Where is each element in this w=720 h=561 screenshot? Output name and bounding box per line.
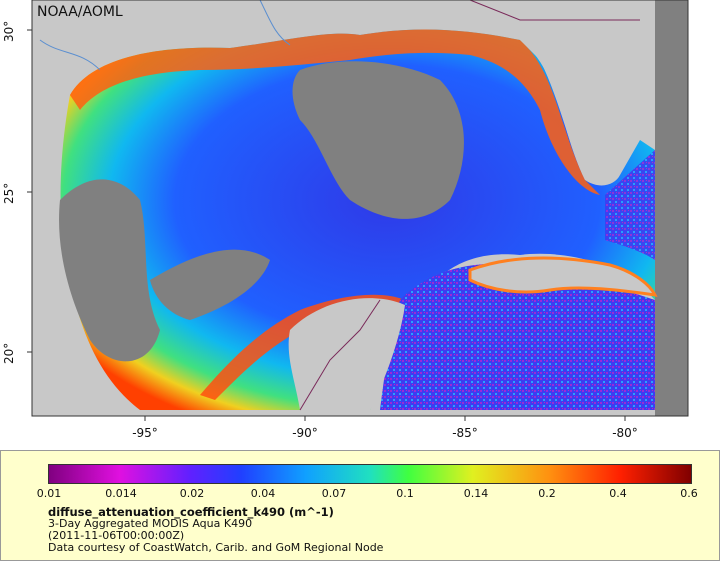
state-border: [469, 0, 640, 21]
data-source: Data courtesy of CoastWatch, Carib. and …: [48, 541, 384, 554]
colorbar-label: 0.14: [463, 487, 489, 500]
atlantic-strip: [605, 150, 655, 260]
variable-name: diffuse_attenuation_coefficient_k490 (m^…: [48, 505, 334, 519]
colorbar-label: 0.6: [680, 487, 698, 500]
x-tick-label: -90°: [292, 426, 318, 440]
y-tick-label: 30°: [2, 20, 16, 42]
map-border: [31, 0, 689, 417]
river-1: [39, 39, 101, 71]
no-data-east-edge: [655, 0, 688, 416]
map-credit: NOAA/AOML: [37, 4, 123, 20]
colorbar-label: 0.02: [179, 487, 205, 500]
no-data-central: [292, 61, 464, 219]
gulf-water: [60, 29, 656, 410]
colorbar-label: 0.1: [396, 487, 414, 500]
x-tick-label: -95°: [132, 426, 158, 440]
colorbar-label: 0.07: [321, 487, 347, 500]
colorbar-label: 0.04: [250, 487, 276, 500]
x-tick-label: -85°: [452, 426, 478, 440]
colorbar-label: 0.4: [609, 487, 627, 500]
no-data-south: [150, 249, 270, 320]
no-data-west: [59, 179, 160, 362]
colorbar-label: 0.2: [538, 487, 556, 500]
cuba: [468, 256, 658, 297]
florida: [520, 0, 655, 181]
dataset-date: (2011-11-06T00:00:00Z): [48, 529, 185, 542]
map-panel: NOAA/AOML -95° -90° -85° -80° 30° 25° 20…: [2, 0, 689, 440]
k490-map: [27, 0, 689, 421]
dataset-description: 3-Day Aggregated MODIS Aqua K490: [48, 517, 253, 530]
y-tick-label: 25°: [2, 182, 16, 204]
y-tick-marks: [27, 29, 32, 353]
mexico-border: [299, 299, 381, 411]
colorbar: [48, 464, 692, 484]
x-tick-marks: [144, 416, 626, 421]
yucatan-peninsula: [288, 298, 405, 410]
legend-panel: 0.01 0.014 0.02 0.04 0.07 0.1 0.14 0.2 0…: [0, 450, 720, 561]
river-2: [259, 0, 291, 46]
caribbean-water: [380, 263, 655, 410]
y-tick-label: 20°: [2, 342, 16, 364]
x-tick-label: -80°: [612, 426, 638, 440]
colorbar-label: 0.01: [36, 487, 62, 500]
colorbar-label: 0.014: [105, 487, 137, 500]
